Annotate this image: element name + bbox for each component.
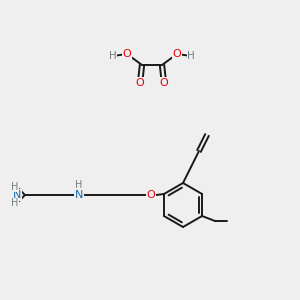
Text: O: O (172, 49, 182, 59)
Text: O: O (147, 190, 155, 200)
Text: H: H (187, 51, 195, 61)
Text: O: O (160, 78, 168, 88)
Text: O: O (136, 78, 144, 88)
Text: H: H (11, 182, 19, 192)
Text: N: N (75, 190, 83, 200)
Text: H: H (109, 51, 117, 61)
Text: H: H (11, 198, 19, 208)
Text: N: N (13, 190, 21, 200)
Text: H: H (75, 180, 83, 190)
Text: O: O (123, 49, 131, 59)
